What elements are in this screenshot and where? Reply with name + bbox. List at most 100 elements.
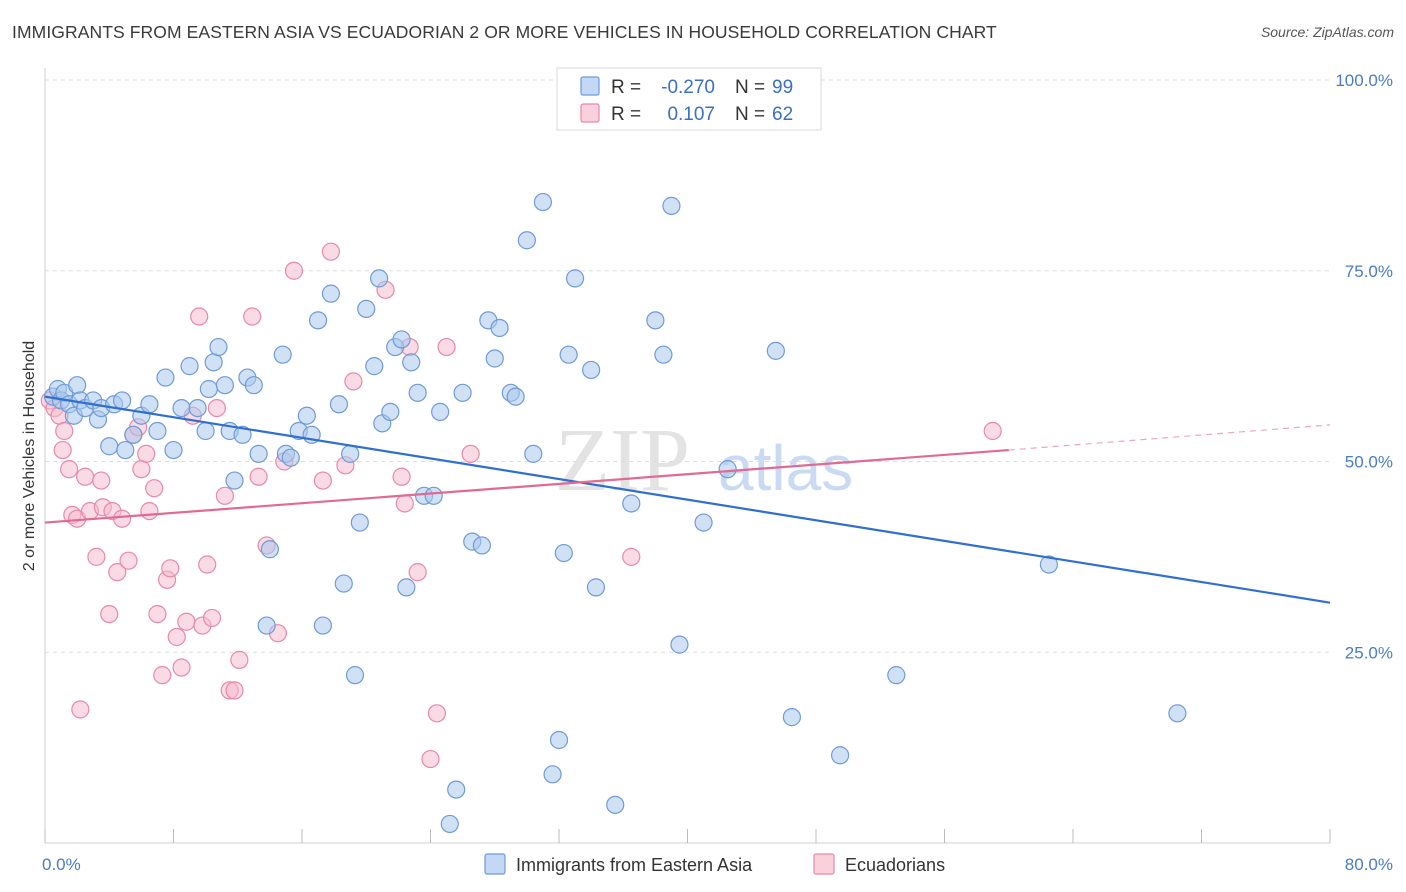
eastern-asia-point (313, 616, 332, 635)
eastern-asia-point (440, 814, 459, 834)
eastern-asia-point (156, 368, 175, 387)
axes (44, 68, 1331, 844)
eastern-asia-point (654, 345, 673, 364)
ecuadorian-point (100, 604, 119, 624)
eastern-asia-point (453, 383, 472, 402)
eastern-asia-point (370, 269, 389, 288)
x-tick-labels: 0.0% 80.0% (42, 855, 1393, 874)
eastern-asia-point (273, 345, 292, 364)
eastern-asia-point (297, 406, 316, 425)
eastern-asia-point (249, 444, 268, 463)
eastern-asia-point (281, 448, 300, 467)
eastern-asia-point (606, 795, 625, 814)
eastern-asia-point (524, 444, 543, 463)
ecuadorian-point (53, 440, 72, 460)
ecuadorians-points (40, 242, 1002, 769)
series-legend-blue-swatch (484, 853, 506, 875)
eastern-asia-point (408, 383, 427, 402)
series-legend: Immigrants from Eastern Asia Ecuadorians (484, 853, 945, 875)
stats-legend-box (556, 67, 822, 131)
eastern-asia-point (100, 437, 119, 456)
eastern-asia-points (43, 192, 1187, 834)
eastern-asia-point (559, 345, 578, 364)
series-legend-blue-label: Immigrants from Eastern Asia (516, 855, 753, 875)
stats-pink-r-label: R = (611, 104, 641, 125)
ecuadorian-point (137, 444, 156, 463)
eastern-asia-point (485, 349, 504, 368)
eastern-asia-point (204, 353, 223, 372)
stats-legend-blue-swatch (580, 76, 600, 96)
stats-pink-n-value: 62 (772, 104, 793, 125)
ecuadorian-point (148, 604, 167, 624)
stats-blue-n-label: N = (735, 77, 765, 98)
eastern-asia-point (830, 746, 850, 765)
eastern-asia-point (782, 708, 802, 727)
ecuadorian-point (177, 612, 196, 631)
ecuadorian-point (622, 547, 641, 566)
eastern-asia-point (533, 192, 553, 212)
ecuadorian-point (284, 261, 304, 280)
stats-blue-r-label: R = (611, 77, 641, 98)
eastern-asia-point (172, 398, 191, 418)
ecuadorian-point (59, 460, 79, 479)
eastern-asia-point (357, 299, 376, 318)
ecuadorian-point (202, 608, 222, 628)
eastern-asia-point (257, 616, 276, 635)
ecuadorian-point (108, 563, 127, 582)
eastern-asia-point (490, 318, 509, 338)
ecuadorian-point (421, 749, 440, 769)
eastern-asia-point (199, 379, 218, 399)
ecuadorian-point (437, 337, 456, 357)
chart-title: IMMIGRANTS FROM EASTERN ASIA VS ECUADORI… (12, 22, 997, 42)
eastern-asia-point (124, 425, 143, 444)
eastern-asia-point (670, 635, 689, 654)
stats-pink-r-value: 0.107 (667, 104, 715, 125)
series-legend-pink-swatch (813, 853, 835, 875)
eastern-asia-point (694, 513, 713, 532)
eastern-asia-point (196, 421, 215, 441)
ecuadorian-point (92, 471, 111, 490)
stats-pink-n-label: N = (735, 104, 765, 125)
eastern-asia-point (215, 376, 234, 395)
eastern-asia-point (554, 543, 573, 563)
ecuadorian-point (145, 479, 164, 498)
ecuadorian-point (230, 650, 249, 669)
eastern-asia-point (447, 780, 466, 799)
eastern-asia-point (397, 578, 416, 597)
eastern-asia-point (68, 376, 87, 395)
ecuadorian-point (392, 467, 411, 486)
eastern-asia-point (402, 353, 421, 372)
eastern-asia-trendline (44, 395, 1331, 604)
ecuadorian-point (112, 509, 132, 528)
eastern-asia-point (112, 391, 132, 410)
ecuadorian-point (153, 666, 172, 685)
eastern-asia-point (381, 402, 400, 422)
chart-source: Source: ZipAtlas.com (1260, 24, 1394, 40)
eastern-asia-point (140, 395, 159, 414)
watermark-zip: ZIP (555, 411, 690, 510)
ecuadorian-point (172, 658, 191, 677)
eastern-asia-point (345, 666, 365, 685)
ecuadorian-point (344, 372, 363, 391)
eastern-asia-point (431, 402, 450, 422)
eastern-asia-point (180, 357, 199, 376)
stats-legend: R = -0.270 N = 99 R = 0.107 N = 62 (556, 67, 822, 131)
y-tick-labels: 25.0% 50.0% 75.0% 100.0% (1335, 71, 1393, 662)
ecuadorian-point (395, 494, 414, 513)
ecuadorian-point (461, 444, 480, 463)
trendlines (44, 395, 1331, 604)
eastern-asia-point (517, 231, 536, 250)
eastern-asia-point (225, 471, 244, 490)
eastern-asia-point (209, 337, 228, 357)
ecuadorian-point (87, 547, 106, 566)
ecuadorian-point (167, 627, 186, 647)
eastern-asia-point (586, 578, 606, 597)
eastern-asia-point (718, 460, 737, 479)
eastern-asia-point (365, 357, 384, 376)
eastern-asia-point (350, 513, 369, 532)
ecuadorian-point (161, 559, 180, 578)
ecuadorian-point (983, 421, 1002, 441)
eastern-asia-point (244, 376, 263, 395)
eastern-asia-point (565, 269, 585, 288)
